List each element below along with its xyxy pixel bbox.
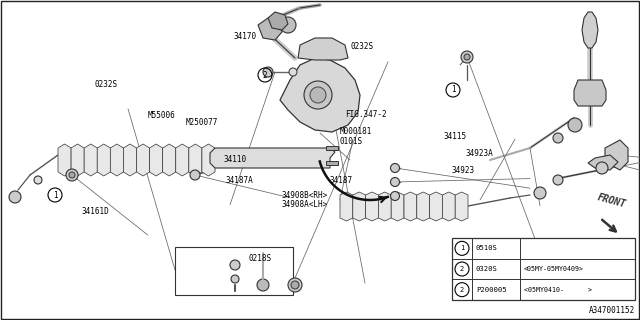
Polygon shape (280, 58, 360, 132)
Polygon shape (150, 144, 163, 176)
Polygon shape (429, 192, 442, 221)
Circle shape (9, 191, 21, 203)
Text: 0218S: 0218S (248, 254, 271, 263)
Text: 34110: 34110 (224, 156, 247, 164)
Polygon shape (258, 18, 282, 40)
Circle shape (568, 118, 582, 132)
Polygon shape (404, 192, 417, 221)
Polygon shape (391, 192, 404, 221)
Text: 34170: 34170 (234, 32, 257, 41)
Text: 0232S: 0232S (95, 80, 118, 89)
Circle shape (257, 279, 269, 291)
Polygon shape (268, 12, 288, 30)
Polygon shape (210, 148, 335, 168)
Text: 0510S: 0510S (476, 245, 498, 251)
Text: 34161D: 34161D (82, 207, 109, 216)
Polygon shape (455, 192, 468, 221)
Text: <05MY-05MY0409>: <05MY-05MY0409> (524, 266, 584, 272)
Circle shape (66, 169, 78, 181)
Polygon shape (202, 144, 215, 176)
Polygon shape (605, 140, 628, 170)
Polygon shape (340, 192, 353, 221)
Circle shape (304, 81, 332, 109)
Polygon shape (378, 192, 391, 221)
Circle shape (534, 187, 546, 199)
Text: 2: 2 (460, 266, 464, 272)
Polygon shape (124, 144, 136, 176)
Text: 2: 2 (460, 287, 464, 293)
Polygon shape (365, 192, 378, 221)
Circle shape (553, 133, 563, 143)
Polygon shape (58, 144, 71, 176)
Circle shape (553, 175, 563, 185)
Text: A347001152: A347001152 (589, 306, 635, 315)
Text: 34923A: 34923A (466, 149, 493, 158)
Circle shape (34, 176, 42, 184)
Polygon shape (417, 192, 429, 221)
Polygon shape (163, 144, 176, 176)
Text: 1: 1 (460, 245, 464, 251)
Circle shape (69, 172, 75, 178)
Text: M55006: M55006 (147, 111, 175, 120)
Text: <05MY0410-      >: <05MY0410- > (524, 287, 592, 293)
Text: 34187: 34187 (330, 176, 353, 185)
Text: 0232S: 0232S (351, 42, 374, 51)
Bar (326, 161, 338, 165)
Polygon shape (582, 12, 598, 48)
Text: M250077: M250077 (186, 118, 218, 127)
Circle shape (288, 278, 302, 292)
Polygon shape (110, 144, 124, 176)
Circle shape (390, 164, 399, 172)
Circle shape (190, 170, 200, 180)
Polygon shape (298, 38, 348, 60)
Circle shape (230, 260, 240, 270)
Circle shape (464, 54, 470, 60)
Polygon shape (176, 144, 189, 176)
Text: 34187A: 34187A (226, 176, 253, 185)
Circle shape (231, 275, 239, 283)
Polygon shape (574, 80, 606, 106)
Text: 0101S: 0101S (339, 137, 362, 146)
Circle shape (291, 281, 299, 289)
Polygon shape (442, 192, 455, 221)
Text: P200005: P200005 (476, 287, 507, 293)
Circle shape (289, 68, 297, 76)
Polygon shape (71, 144, 84, 176)
Text: 1: 1 (52, 190, 58, 199)
Text: 34908A<LH>: 34908A<LH> (282, 200, 328, 209)
Polygon shape (84, 144, 97, 176)
Circle shape (263, 67, 273, 77)
Circle shape (461, 51, 473, 63)
Text: 2: 2 (262, 70, 268, 79)
Bar (326, 146, 338, 150)
Polygon shape (353, 192, 365, 221)
Polygon shape (588, 155, 618, 170)
Text: 34923: 34923 (451, 166, 474, 175)
Text: 0320S: 0320S (476, 266, 498, 272)
Circle shape (596, 162, 608, 174)
Polygon shape (97, 144, 110, 176)
Polygon shape (136, 144, 150, 176)
Circle shape (280, 17, 296, 33)
Circle shape (310, 87, 326, 103)
Text: M000181: M000181 (339, 127, 372, 136)
Circle shape (390, 191, 399, 201)
Text: 1: 1 (451, 85, 455, 94)
Text: 34115: 34115 (444, 132, 467, 141)
Text: FIG.347-2: FIG.347-2 (346, 110, 387, 119)
Text: 34908B<RH>: 34908B<RH> (282, 191, 328, 200)
Bar (175, 247, 293, 295)
Polygon shape (189, 144, 202, 176)
Text: FRONT: FRONT (596, 193, 627, 210)
Circle shape (390, 178, 399, 187)
Bar (452, 238, 635, 300)
